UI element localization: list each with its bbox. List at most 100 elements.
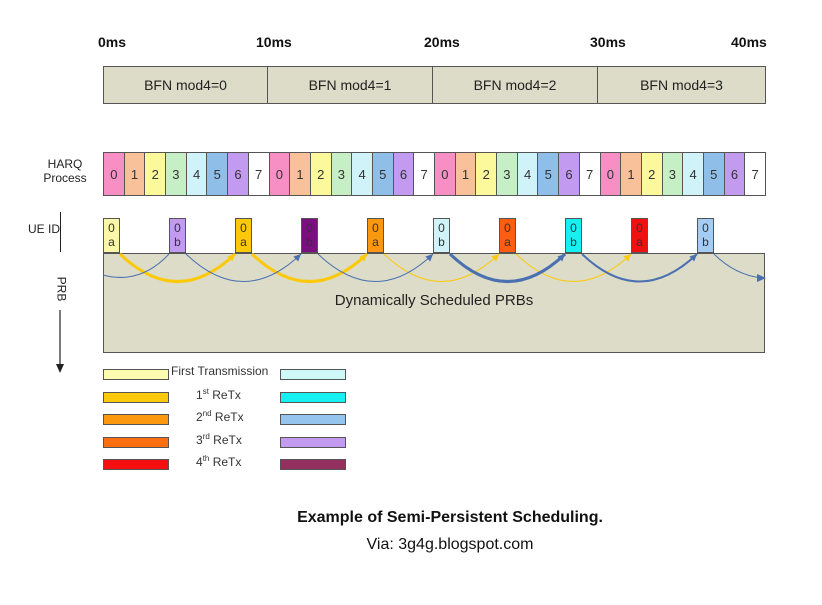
arrow-ue-b-incoming — [102, 253, 170, 278]
arrow-ue-a — [118, 252, 237, 283]
harq-cell: 2 — [144, 152, 167, 196]
harq-cell: 6 — [392, 152, 415, 196]
harq-cell: 5 — [371, 152, 394, 196]
prb-region — [103, 253, 765, 353]
arrowhead-icon — [623, 254, 631, 262]
arrow-ue-a — [515, 253, 632, 282]
ue-id: a — [108, 235, 115, 249]
arrow-ue-b — [317, 253, 434, 282]
legend-swatch-ue-b — [280, 436, 346, 448]
legend-swatch-ue-b — [280, 391, 346, 403]
ue-harq-id: 0 — [372, 221, 379, 235]
legend-text: First Transmission — [171, 364, 269, 378]
harq-cell: 7 — [744, 152, 766, 196]
harq-cell: 6 — [558, 152, 580, 196]
bfn-segment: BFN mod4=1 — [267, 66, 433, 104]
harq-cell: 0 — [103, 152, 125, 196]
arrowhead-icon — [359, 254, 367, 262]
bfn-segment: BFN mod4=3 — [597, 66, 766, 104]
legend-label: 1st ReTx — [196, 387, 241, 402]
legend-text: ReTx — [208, 387, 241, 402]
harq-cell: 3 — [496, 152, 518, 196]
ue-harq-id: 0 — [438, 221, 445, 235]
arrowhead-icon — [227, 254, 235, 262]
ue-harq-id: 0 — [570, 221, 577, 235]
arrowhead-icon — [491, 254, 499, 262]
harq-label-line2: Process — [43, 171, 87, 185]
harq-cell: 7 — [413, 152, 435, 196]
ue-id: a — [504, 235, 511, 249]
legend-swatch-ue-a — [103, 436, 169, 448]
ue-id: b — [702, 235, 709, 249]
ue-harq-id: 0 — [702, 221, 709, 235]
time-label: 20ms — [424, 34, 460, 50]
ue-id: b — [306, 235, 313, 249]
legend-text: ReTx — [209, 455, 242, 469]
legend-swatch-ue-a — [103, 414, 169, 425]
ue-harq-id: 0 — [174, 221, 181, 235]
arrow-ue-a — [383, 253, 500, 282]
harq-cell: 4 — [185, 152, 208, 196]
ue-id: b — [570, 235, 577, 249]
harq-label: HARQ Process — [30, 157, 100, 185]
arrow-ue-a — [250, 252, 369, 283]
harq-cell: 4 — [351, 152, 373, 196]
harq-cell: 2 — [475, 152, 498, 196]
ue-id-label: UE ID — [27, 222, 60, 236]
bfn-segment: BFN mod4=0 — [103, 66, 268, 104]
harq-cell: 3 — [661, 152, 684, 196]
harq-cell: 7 — [578, 152, 601, 196]
legend-ordinal-suffix: rd — [202, 431, 210, 441]
harq-cell: 1 — [289, 152, 311, 196]
legend-ordinal: 2 — [196, 410, 203, 424]
harq-cell: 0 — [268, 152, 291, 196]
legend-swatch-ue-b — [280, 414, 346, 425]
harq-cell: 5 — [702, 152, 725, 196]
harq-cell: 1 — [454, 152, 477, 196]
ue-id: a — [240, 235, 247, 249]
legend-ordinal: 4 — [196, 455, 203, 469]
legend-label: 3rd ReTx — [196, 432, 242, 447]
legend-label: First Transmission — [171, 364, 268, 378]
ue-harq-id: 0 — [240, 221, 247, 235]
arrowhead-icon — [293, 254, 301, 262]
arrow-ue-b — [581, 253, 698, 283]
harq-cell: 6 — [723, 152, 746, 196]
arrow-ue-b-outgoing — [713, 253, 763, 279]
harq-cell: 1 — [620, 152, 642, 196]
legend-ordinal-suffix: th — [202, 454, 210, 463]
time-label: 40ms — [731, 34, 767, 50]
arrow-ue-b — [185, 253, 302, 282]
ue-id: a — [372, 235, 379, 249]
legend-ordinal: 3 — [196, 432, 203, 447]
harq-cell: 3 — [165, 152, 187, 196]
prb-region-label: Dynamically Scheduled PRBs — [334, 292, 534, 309]
ue-harq-id: 0 — [636, 221, 643, 235]
arrowhead-icon — [425, 254, 433, 262]
legend-ordinal: 1 — [196, 387, 203, 402]
harq-cell: 5 — [537, 152, 560, 196]
axis-line-top — [60, 212, 61, 252]
legend-ordinal-suffix: nd — [202, 409, 212, 418]
harq-cell: 0 — [434, 152, 456, 196]
legend-text: ReTx — [209, 432, 242, 447]
ue-harq-id: 0 — [108, 221, 115, 235]
legend-label: 4th ReTx — [196, 454, 241, 469]
ue-harq-id: 0 — [306, 221, 313, 235]
harq-cell: 6 — [227, 152, 249, 196]
bfn-segment: BFN mod4=2 — [432, 66, 598, 104]
legend-swatch-ue-b — [280, 369, 346, 380]
harq-cell: 0 — [599, 152, 622, 196]
arrow-ue-b — [448, 252, 567, 283]
time-label: 30ms — [590, 34, 626, 50]
ue-harq-id: 0 — [504, 221, 511, 235]
legend-swatch-ue-a — [103, 391, 169, 403]
harq-label-line1: HARQ — [47, 157, 83, 171]
